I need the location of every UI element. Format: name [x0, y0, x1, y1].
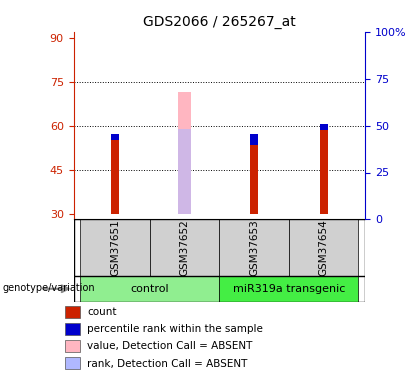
Bar: [250, 145, 258, 213]
Bar: [150, 219, 220, 276]
Bar: [220, 219, 289, 276]
Bar: [178, 92, 191, 213]
Text: count: count: [87, 307, 116, 317]
Bar: [81, 219, 150, 276]
Text: GSM37653: GSM37653: [249, 219, 259, 276]
Bar: [320, 124, 328, 213]
Bar: [65, 340, 80, 352]
Text: genotype/variation: genotype/variation: [2, 284, 95, 293]
Bar: [289, 219, 358, 276]
Text: GSM37652: GSM37652: [180, 219, 190, 276]
Text: percentile rank within the sample: percentile rank within the sample: [87, 324, 263, 334]
Bar: [65, 323, 80, 335]
Bar: [220, 276, 358, 302]
Text: value, Detection Call = ABSENT: value, Detection Call = ABSENT: [87, 342, 252, 351]
Title: GDS2066 / 265267_at: GDS2066 / 265267_at: [143, 15, 296, 30]
Bar: [81, 276, 220, 302]
Bar: [65, 357, 80, 369]
Text: rank, Detection Call = ABSENT: rank, Detection Call = ABSENT: [87, 358, 247, 369]
Bar: [320, 124, 328, 130]
Bar: [65, 306, 80, 318]
Bar: [178, 129, 191, 213]
Text: miR319a transgenic: miR319a transgenic: [233, 284, 345, 294]
Bar: [111, 140, 119, 213]
Text: control: control: [131, 284, 169, 294]
Text: GSM37654: GSM37654: [319, 219, 329, 276]
Bar: [250, 134, 258, 145]
Text: GSM37651: GSM37651: [110, 219, 120, 276]
Bar: [111, 134, 119, 140]
